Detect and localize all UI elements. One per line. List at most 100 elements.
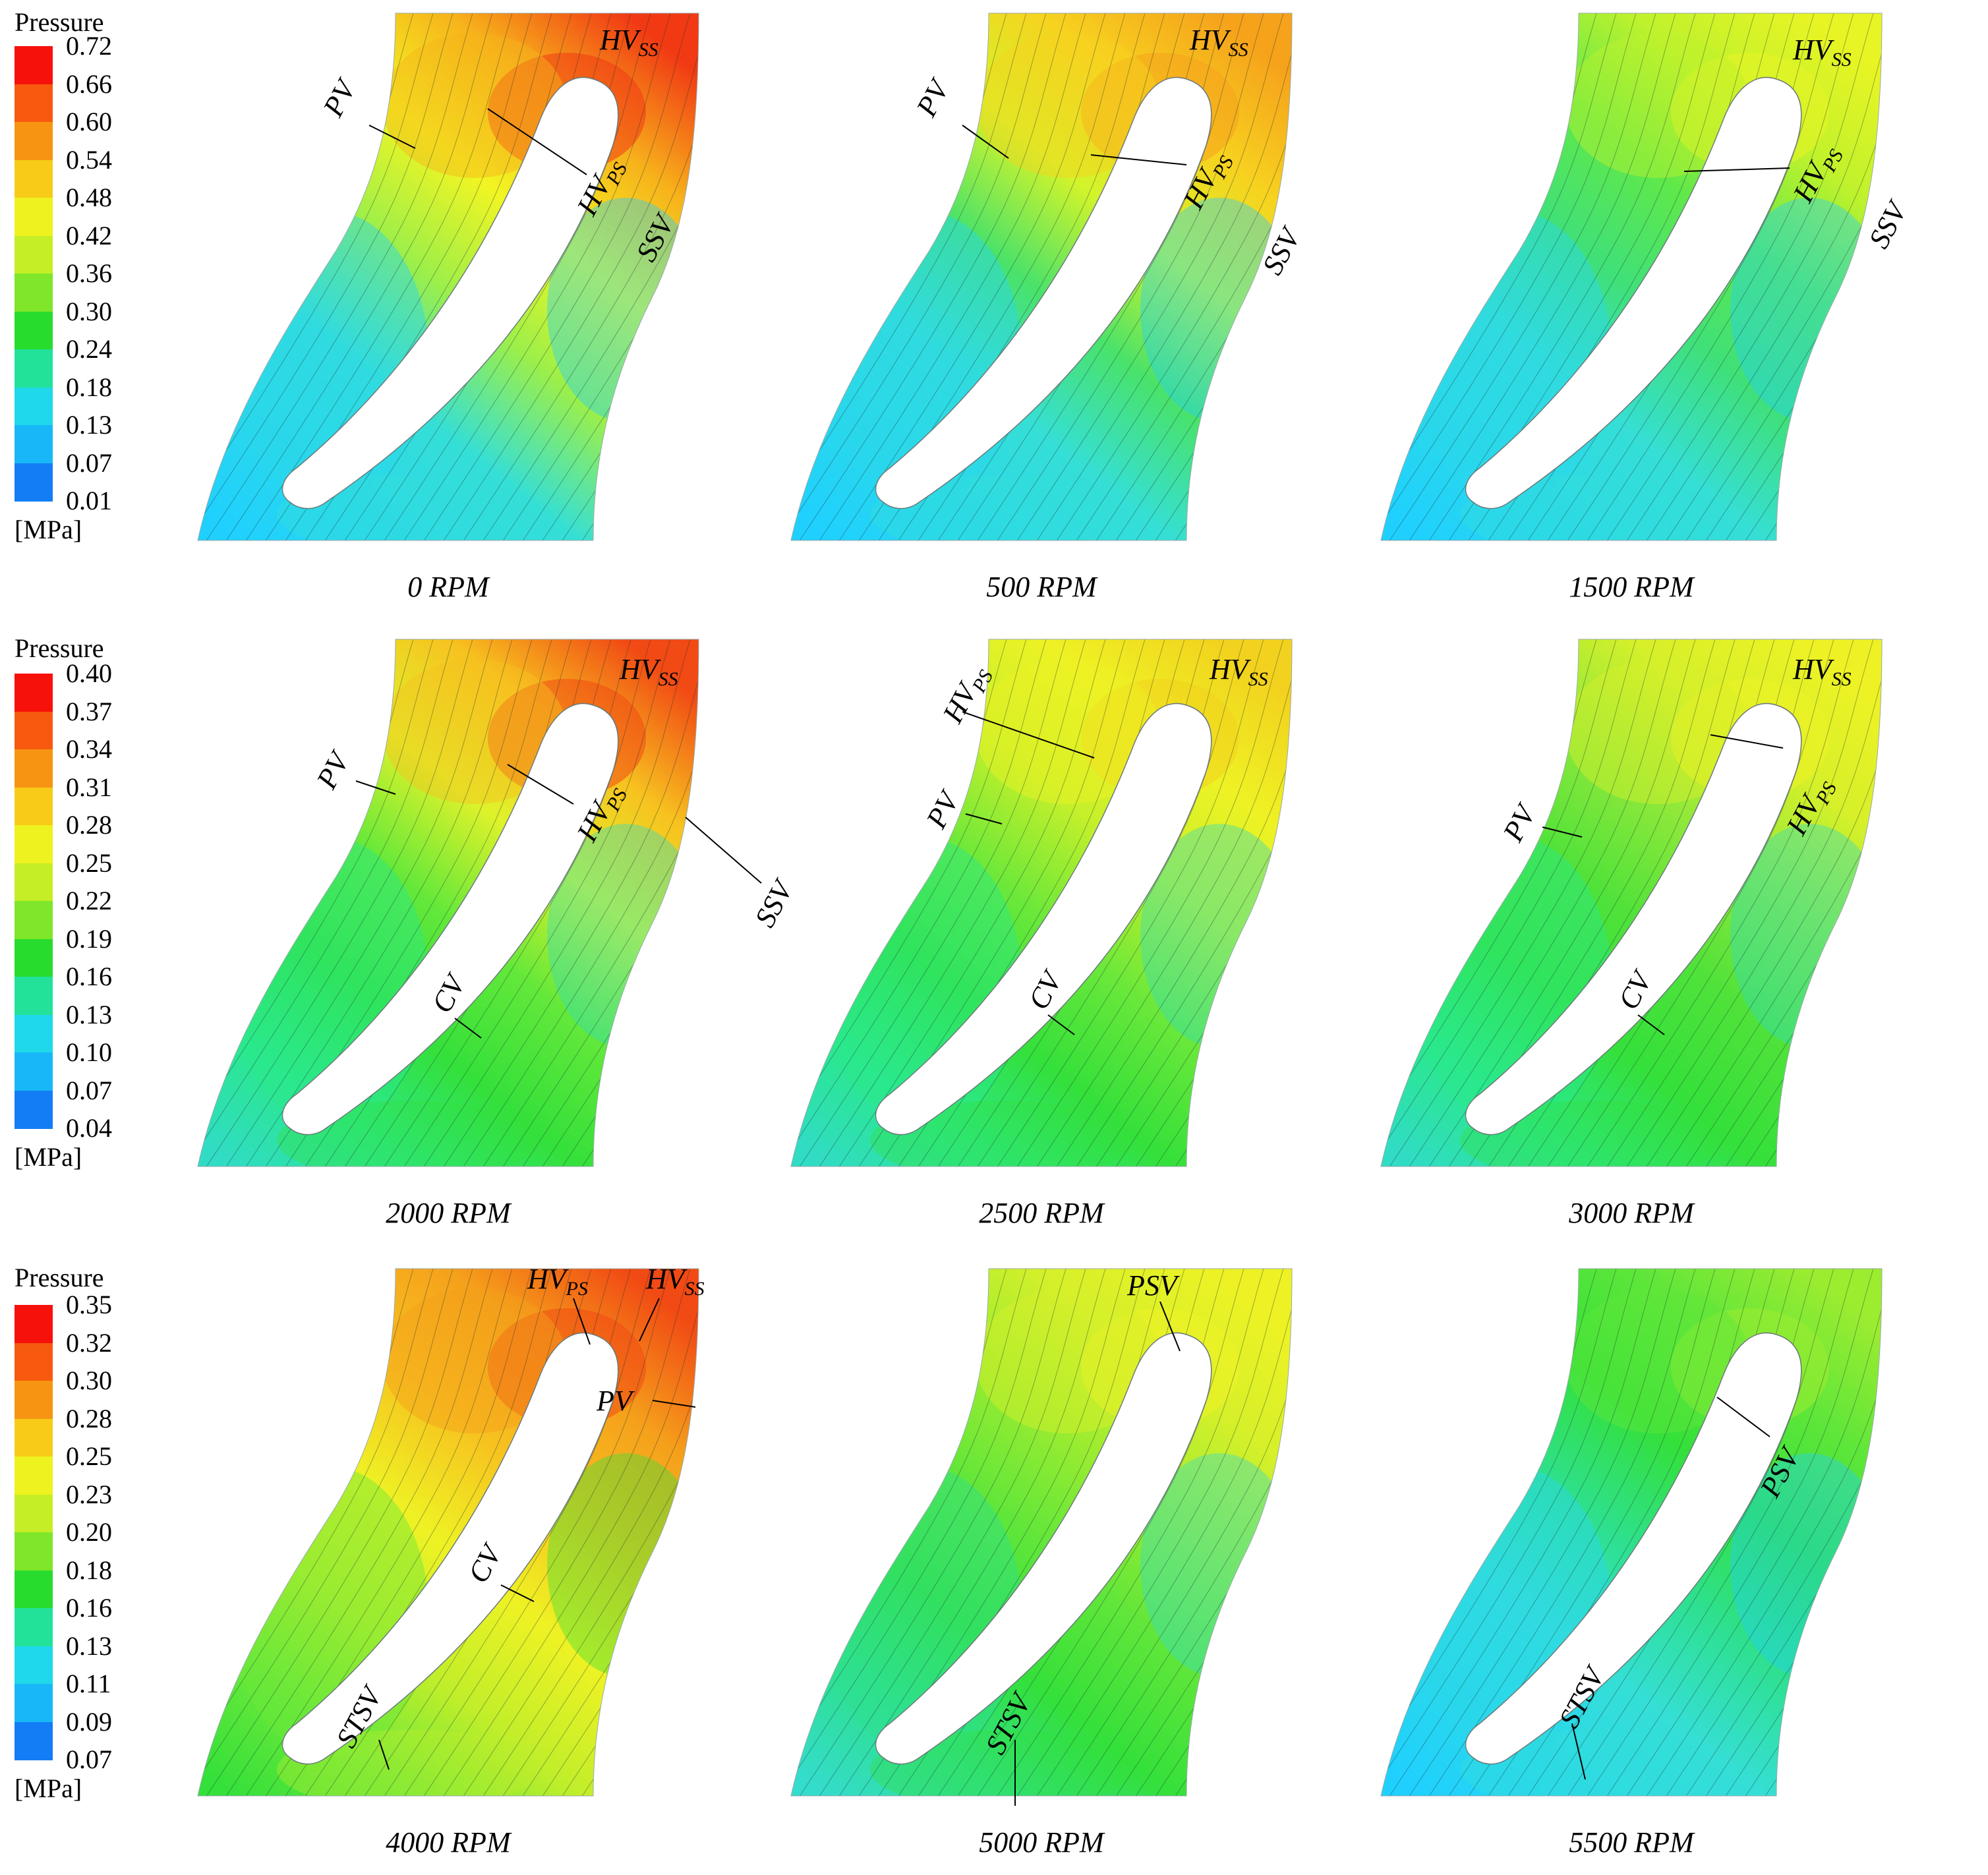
vortex-label-text: HV: [619, 653, 662, 685]
vortex-label: PV: [1496, 797, 1543, 848]
contour-patch: [870, 475, 1134, 540]
legend-color-band: [15, 159, 53, 198]
legend-tick-label: 0.31: [66, 772, 112, 802]
panel-caption: 2000 RPM: [386, 1197, 511, 1229]
legend-tick-label: 0.13: [66, 410, 112, 440]
legend-tick-label: 0.16: [66, 962, 112, 991]
legend-tick-label: 0.09: [66, 1706, 112, 1737]
vortex-label: SSV: [1863, 194, 1915, 254]
legend-color-band: [15, 1570, 53, 1609]
legend-color-band: [15, 1608, 53, 1647]
vortex-label-subscript: SS: [639, 39, 658, 61]
annotation-leader: [962, 711, 1095, 759]
vortex-label: PV: [316, 72, 363, 123]
panel-caption: 5500 RPM: [1569, 1826, 1694, 1859]
vortex-label-text: HV: [527, 1263, 570, 1295]
vortex-label: HVSS: [1189, 24, 1248, 61]
vortex-label: PSV: [1126, 1269, 1181, 1302]
passage-outline: [790, 639, 1293, 1167]
annotation-leader: [1542, 826, 1583, 838]
vortex-label-text: HV: [1209, 653, 1252, 685]
contour-patch: [277, 1101, 541, 1167]
vortex-label: PV: [310, 745, 357, 795]
annotation-leader: [652, 1400, 696, 1408]
vortex-label: HVPS: [527, 1263, 588, 1300]
legend-title: Pressure: [15, 1263, 104, 1292]
legend-color-band: [15, 1457, 53, 1495]
annotation-leader: [368, 125, 416, 149]
contour-patch: [1460, 1730, 1724, 1796]
legend-color-band: [15, 463, 53, 502]
legend-color-band: [15, 1532, 53, 1571]
pressure-legend: Pressure 0.72 0.66 0.60 0.54 0.48 0.42 0.36 0.30…: [0, 0, 158, 593]
vortex-label: HVSS: [619, 653, 678, 690]
legend-colorbar: [15, 674, 53, 1129]
legend-color-band: [15, 1381, 53, 1420]
legend-color-band: [15, 749, 53, 788]
contour-patch: [277, 475, 541, 540]
annotation-leader: [1716, 1397, 1770, 1437]
legend-tick-label: 0.25: [66, 1441, 112, 1471]
contour-patch: [976, 1288, 1160, 1433]
vortex-label: HVSS: [1792, 34, 1852, 71]
annotation-leader: [507, 764, 574, 805]
panel-caption: 4000 RPM: [386, 1826, 511, 1859]
legend-unit: [MPa]: [15, 515, 82, 544]
vortex-label-text: PV: [596, 1385, 635, 1417]
legend-tick-label: 0.01: [66, 486, 112, 515]
vortex-label-text: PV: [1496, 797, 1543, 848]
legend-tick-label: 0.18: [66, 372, 112, 402]
legend-color-band: [15, 235, 53, 274]
annotation-leader: [639, 1298, 660, 1342]
vortex-label-subscript: SS: [685, 1278, 705, 1300]
blade-passage-panel: HVPS HVSS PV CV STSV 4000 RPM: [197, 1263, 705, 1875]
legend-tick-label: 0.54: [66, 144, 112, 175]
legend-color-band: [15, 863, 53, 902]
legend-tick-label: 0.28: [66, 810, 112, 840]
contour-patch: [976, 33, 1160, 178]
vortex-label-subscript: SS: [1248, 668, 1268, 690]
legend-color-band: [15, 1305, 53, 1344]
legend-tick-label: 0.42: [66, 220, 112, 250]
legend-colorbar: [15, 1305, 53, 1760]
vortex-label: HVSS: [1792, 653, 1852, 690]
vortex-label-text: PV: [310, 745, 357, 795]
legend-color-band: [15, 198, 53, 237]
vortex-label-text: PV: [910, 72, 956, 123]
annotation-leader: [685, 817, 762, 884]
legend-tick-label: 0.07: [66, 1745, 112, 1774]
legend-tick-label: 0.30: [66, 296, 112, 326]
legend-color-band: [15, 46, 53, 85]
legend-color-band: [15, 1721, 53, 1760]
legend-color-band: [15, 977, 53, 1016]
legend-tick-label: 0.28: [66, 1403, 112, 1433]
legend-tick-label: 0.07: [66, 447, 112, 478]
contour-patch: [1565, 1288, 1750, 1433]
contour-patch: [382, 33, 567, 178]
annotation-leader: [378, 1739, 390, 1770]
legend-color-band: [15, 787, 53, 826]
legend-color-band: [15, 1494, 53, 1533]
annotation-leader: [1571, 1723, 1586, 1780]
legend-tick-label: 0.16: [66, 1593, 112, 1623]
vortex-label-text: PV: [316, 72, 363, 123]
passage-outline: [1380, 639, 1883, 1167]
contour-patch: [976, 659, 1160, 804]
blade-profile: [1465, 76, 1802, 509]
blade-passage-panel: PSV STSV 5500 RPM: [1380, 1268, 1883, 1875]
legend-color-band: [15, 901, 53, 940]
passage-outline: [1380, 13, 1883, 541]
legend-unit: [MPa]: [15, 1774, 82, 1803]
legend-color-band: [15, 311, 53, 350]
passage-outline: [197, 13, 699, 541]
legend-color-band: [15, 1342, 53, 1381]
blade-profile: [875, 1332, 1212, 1765]
passage-outline: [790, 1268, 1293, 1797]
legend-color-band: [15, 274, 53, 312]
legend-unit: [MPa]: [15, 1142, 82, 1172]
